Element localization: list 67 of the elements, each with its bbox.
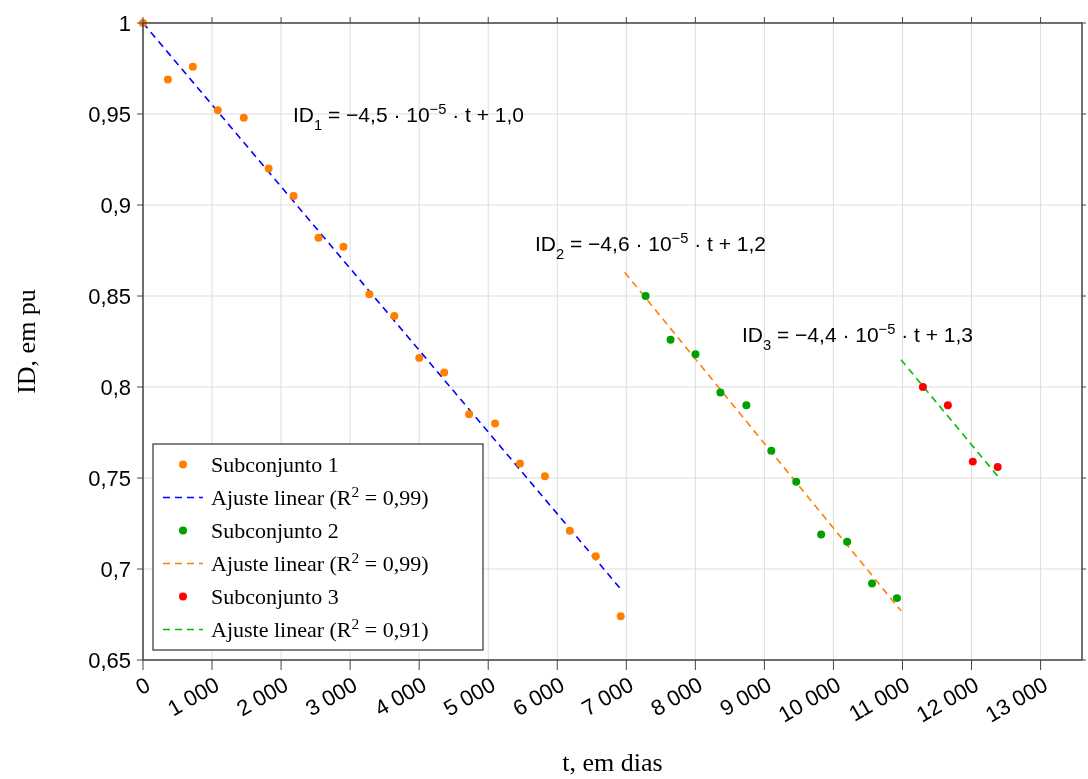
x-tick-label: 6 000 xyxy=(508,671,569,722)
point xyxy=(591,552,600,561)
x-tick-label: 7 000 xyxy=(577,671,638,722)
point xyxy=(239,113,248,122)
point xyxy=(968,457,977,466)
y-tick-label: 0,9 xyxy=(100,192,131,218)
point xyxy=(314,233,323,242)
x-tick-label: 4 000 xyxy=(370,671,431,722)
legend-label: Ajuste linear (R$^{2}$ = 0,99) xyxy=(211,548,429,577)
point xyxy=(188,62,197,71)
legend-label: Subconjunto 2 xyxy=(211,518,339,544)
y-axis-title: ID, em pu xyxy=(12,289,41,394)
y-tick-label: 0,7 xyxy=(100,556,131,582)
y-tick-label: 0,75 xyxy=(88,465,131,491)
x-tick-label: 11 000 xyxy=(844,671,914,727)
legend-label: Ajuste linear (R$^{2}$ = 0,99) xyxy=(211,482,429,511)
point xyxy=(163,75,172,84)
point xyxy=(390,312,399,320)
point xyxy=(666,335,675,344)
x-tick-label: 3 000 xyxy=(301,671,362,722)
x-tick-label: 5 000 xyxy=(439,671,500,722)
annotation: ID$_{3}$ = −4,4 · 10$^{−5}$ · t + 1,3 xyxy=(742,321,973,354)
legend-label: Subconjunto 1 xyxy=(211,452,339,478)
x-tick-label: 10 000 xyxy=(773,671,845,728)
point xyxy=(515,459,524,468)
y-tick-label: 0,95 xyxy=(88,101,131,127)
point xyxy=(767,446,776,455)
point xyxy=(993,463,1002,472)
point xyxy=(868,579,877,588)
y-tick-label: 0,8 xyxy=(100,374,131,400)
point xyxy=(213,106,222,115)
point xyxy=(264,164,273,173)
annotation: ID$_{2}$ = −4,6 · 10$^{−5}$ · t + 1,2 xyxy=(535,230,766,263)
point xyxy=(465,410,474,419)
point xyxy=(616,612,625,621)
y-tick-label: 1 xyxy=(118,10,131,36)
x-tick-label: 9 000 xyxy=(715,671,776,722)
point xyxy=(339,242,348,251)
point xyxy=(641,292,650,300)
point xyxy=(792,477,801,486)
y-tick-label: 0,85 xyxy=(88,283,131,309)
point xyxy=(817,530,826,539)
point xyxy=(691,350,700,359)
x-axis-title: t, em dias xyxy=(562,748,663,777)
point xyxy=(289,191,298,200)
point xyxy=(716,388,725,397)
point xyxy=(742,401,751,410)
legend-label: Ajuste linear (R$^{2}$ = 0,91) xyxy=(211,614,429,643)
x-tick-label: 8 000 xyxy=(646,671,707,722)
point xyxy=(540,472,549,481)
x-tick-label: 1 000 xyxy=(163,671,224,722)
point xyxy=(365,290,374,299)
x-tick-label: 13 000 xyxy=(981,671,1052,728)
x-tick-label: 0 xyxy=(131,671,155,700)
point xyxy=(491,419,500,428)
y-tick-label: 0,65 xyxy=(88,647,131,673)
x-tick-label: 12 000 xyxy=(912,671,983,728)
point xyxy=(565,526,574,535)
point xyxy=(918,383,927,391)
x-tick-label: 2 000 xyxy=(232,671,293,722)
point xyxy=(843,537,852,546)
point xyxy=(892,594,901,603)
legend-label: Subconjunto 3 xyxy=(211,584,339,610)
point xyxy=(415,353,424,362)
point xyxy=(943,401,952,410)
annotation: ID$_{1}$ = −4,5 · 10$^{−5}$ · t + 1,0 xyxy=(293,101,524,134)
point xyxy=(440,368,449,377)
